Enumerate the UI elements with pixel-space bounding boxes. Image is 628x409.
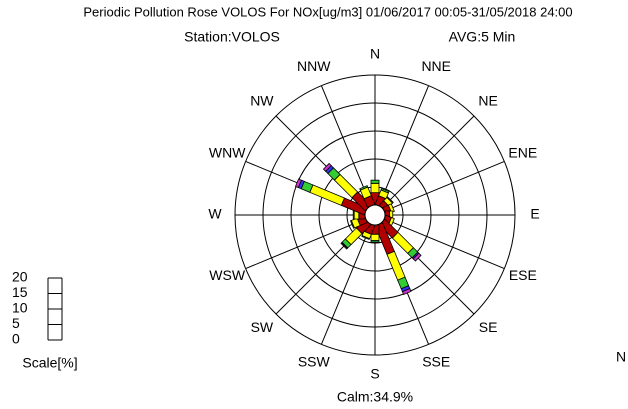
bar-segment: [333, 173, 359, 199]
direction-label: SSE: [422, 354, 450, 370]
direction-label: SW: [251, 319, 274, 335]
scale-tick-label: 10: [12, 300, 28, 316]
direction-label: NW: [250, 93, 274, 109]
average: AVG:5 Min: [449, 29, 516, 45]
scale-tick-label: 20: [12, 269, 28, 285]
bar-segment: [294, 178, 302, 189]
bar-segment: [361, 235, 371, 241]
spoke: [378, 85, 430, 206]
bar-segment: [322, 162, 332, 172]
spoke: [245, 218, 366, 270]
bar-segment: [340, 242, 348, 250]
spoke: [384, 218, 505, 270]
bar-segment: [370, 233, 380, 241]
bar-segment: [309, 184, 345, 206]
scale-tick-label: 15: [12, 284, 28, 300]
bar-segment: [401, 288, 412, 296]
bar-segment: [370, 240, 380, 243]
direction-label: W: [208, 206, 222, 222]
bar-segment: [387, 203, 395, 214]
calm: Calm:34.9%: [337, 389, 413, 405]
bar-segment: [380, 187, 390, 194]
legend-title: N: [616, 349, 626, 365]
spoke: [320, 85, 372, 206]
direction-label: SE: [479, 319, 498, 335]
direction-label: E: [530, 206, 539, 222]
chart-title: Periodic Pollution Rose VOLOS For NOx[ug…: [83, 4, 572, 19]
direction-label: ESE: [509, 267, 537, 283]
spoke: [381, 115, 475, 209]
direction-label: NNE: [421, 58, 451, 74]
direction-label: S: [370, 366, 379, 382]
bar-segment: [359, 185, 369, 191]
bar-segment: [352, 210, 355, 220]
spoke: [384, 160, 505, 212]
bar-segment: [386, 250, 406, 281]
direction-label: WNW: [209, 144, 246, 160]
bar-segment: [391, 231, 414, 254]
spoke: [320, 224, 372, 345]
direction-label: ENE: [508, 144, 537, 160]
bar-segment: [370, 179, 380, 184]
scale-tick-label: 5: [12, 315, 20, 331]
direction-label: WSW: [209, 267, 246, 283]
bar-segment: [386, 196, 394, 204]
direction-label: NE: [478, 93, 497, 109]
scale-label: Scale[%]: [22, 355, 77, 371]
direction-label: SSW: [298, 354, 331, 370]
direction-label: N: [370, 46, 380, 62]
bar-segment: [349, 219, 355, 229]
station: Station:VOLOS: [184, 29, 280, 45]
scale-tick-label: 0: [12, 331, 20, 347]
bar-segment: [412, 252, 422, 262]
bar-segment: [370, 182, 380, 194]
direction-label: NNW: [297, 58, 331, 74]
